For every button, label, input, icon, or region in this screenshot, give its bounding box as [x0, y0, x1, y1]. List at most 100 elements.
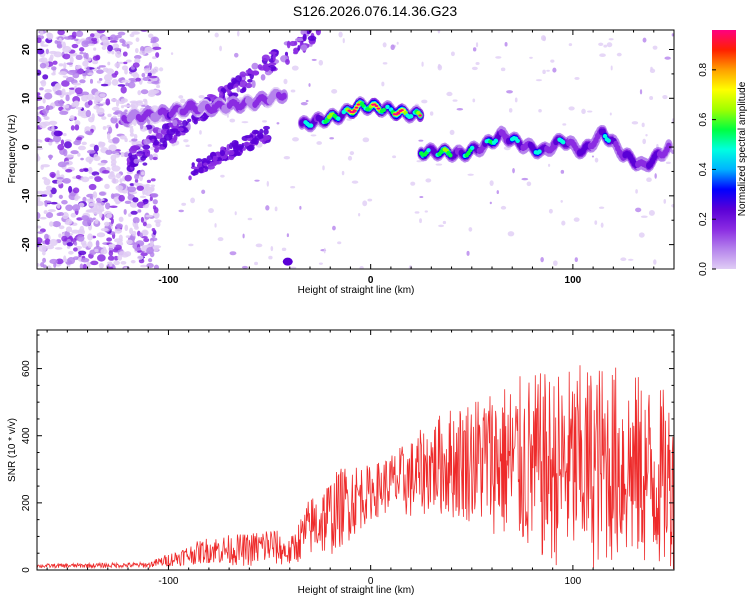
- noise-blob: [46, 244, 55, 250]
- noise-blob: [106, 237, 113, 242]
- noise-blob: [199, 130, 202, 135]
- noise-blob: [81, 94, 88, 102]
- noise-blob: [145, 214, 153, 218]
- noise-blob: [80, 257, 90, 263]
- noise-blob: [281, 247, 287, 252]
- noise-blob: [145, 124, 153, 130]
- noise-blob: [110, 193, 115, 200]
- noise-blob: [310, 134, 317, 137]
- noise-blob: [289, 40, 297, 47]
- noise-blob: [208, 208, 214, 214]
- noise-blob: [150, 89, 160, 94]
- noise-blob: [63, 92, 72, 96]
- noise-blob: [175, 130, 182, 137]
- snr-series-line: [37, 365, 674, 570]
- noise-blob: [66, 242, 74, 247]
- noise-blob: [65, 76, 75, 82]
- noise-blob: [231, 140, 239, 147]
- noise-blob: [207, 144, 212, 147]
- noise-blob: [85, 130, 92, 135]
- noise-blob: [206, 94, 215, 98]
- noise-blob: [171, 143, 176, 147]
- noise-blob: [42, 108, 49, 115]
- noise-blob: [203, 162, 208, 167]
- noise-blob: [111, 73, 118, 78]
- noise-blob: [141, 245, 146, 252]
- noise-blob: [112, 137, 120, 144]
- noise-blob: [315, 30, 320, 33]
- noise-blob: [73, 241, 78, 246]
- noise-blob: [100, 227, 109, 232]
- noise-blob: [190, 197, 196, 204]
- noise-blob: [472, 98, 476, 103]
- noise-blob: [93, 144, 99, 152]
- noise-blob: [670, 149, 674, 154]
- noise-blob: [130, 259, 136, 264]
- noise-blob: [125, 82, 130, 87]
- noise-blob: [125, 235, 131, 238]
- noise-blob: [671, 118, 674, 123]
- noise-blob: [653, 259, 657, 265]
- noise-blob: [120, 151, 125, 158]
- noise-blob: [82, 196, 87, 203]
- noise-blob: [201, 189, 206, 195]
- noise-blob: [308, 83, 311, 87]
- ridge-blob: [356, 103, 361, 106]
- noise-blob: [131, 230, 137, 237]
- noise-blob: [94, 176, 102, 182]
- noise-blob: [435, 163, 443, 166]
- noise-blob: [367, 198, 373, 202]
- noise-blob: [104, 221, 110, 227]
- noise-blob: [69, 115, 75, 121]
- noise-blob: [562, 123, 567, 126]
- noise-blob: [64, 104, 70, 109]
- noise-blob: [108, 250, 114, 257]
- noise-blob: [359, 265, 364, 269]
- noise-blob: [39, 216, 47, 220]
- noise-blob: [151, 227, 156, 232]
- noise-blob: [111, 78, 119, 86]
- noise-blob: [73, 140, 82, 146]
- noise-blob: [49, 221, 54, 227]
- noise-blob: [118, 251, 127, 256]
- noise-blob: [257, 64, 263, 70]
- noise-blob: [342, 38, 345, 44]
- noise-blob: [512, 167, 515, 174]
- noise-blob: [262, 120, 267, 123]
- noise-blob: [123, 104, 131, 108]
- noise-blob: [82, 72, 87, 77]
- noise-blob: [124, 68, 128, 75]
- noise-blob: [140, 171, 145, 176]
- noise-blob: [627, 258, 634, 261]
- noise-blob: [137, 255, 144, 260]
- noise-blob: [65, 94, 70, 102]
- noise-blob: [153, 264, 160, 269]
- noise-blob: [37, 116, 42, 123]
- noise-blob: [86, 209, 92, 213]
- noise-blob: [65, 168, 73, 173]
- noise-blob: [247, 144, 255, 151]
- noise-blob: [560, 200, 563, 203]
- noise-blob: [152, 245, 160, 252]
- x-tick-label: 100: [565, 576, 582, 587]
- noise-blob: [118, 234, 123, 241]
- x-tick-label: 0: [368, 275, 374, 286]
- noise-blob: [126, 239, 133, 245]
- noise-blob: [56, 176, 64, 180]
- noise-blob: [74, 197, 79, 201]
- colorbar: 0.0 0.2 0.4 0.6 0.8 Normalized spectral ampl…: [698, 30, 748, 276]
- ridge-blob: [606, 138, 611, 143]
- ridge-blob: [418, 114, 423, 117]
- noise-blob: [52, 220, 61, 228]
- noise-blob: [79, 168, 85, 173]
- noise-blob: [251, 62, 259, 70]
- noise-blob: [93, 32, 102, 37]
- noise-blob: [102, 126, 107, 130]
- noise-blob: [195, 158, 203, 163]
- noise-blob: [620, 257, 627, 262]
- noise-blob: [437, 30, 441, 34]
- noise-blob: [104, 183, 110, 190]
- noise-blob: [134, 248, 139, 252]
- noise-blob: [151, 81, 160, 85]
- noise-blob: [39, 62, 47, 69]
